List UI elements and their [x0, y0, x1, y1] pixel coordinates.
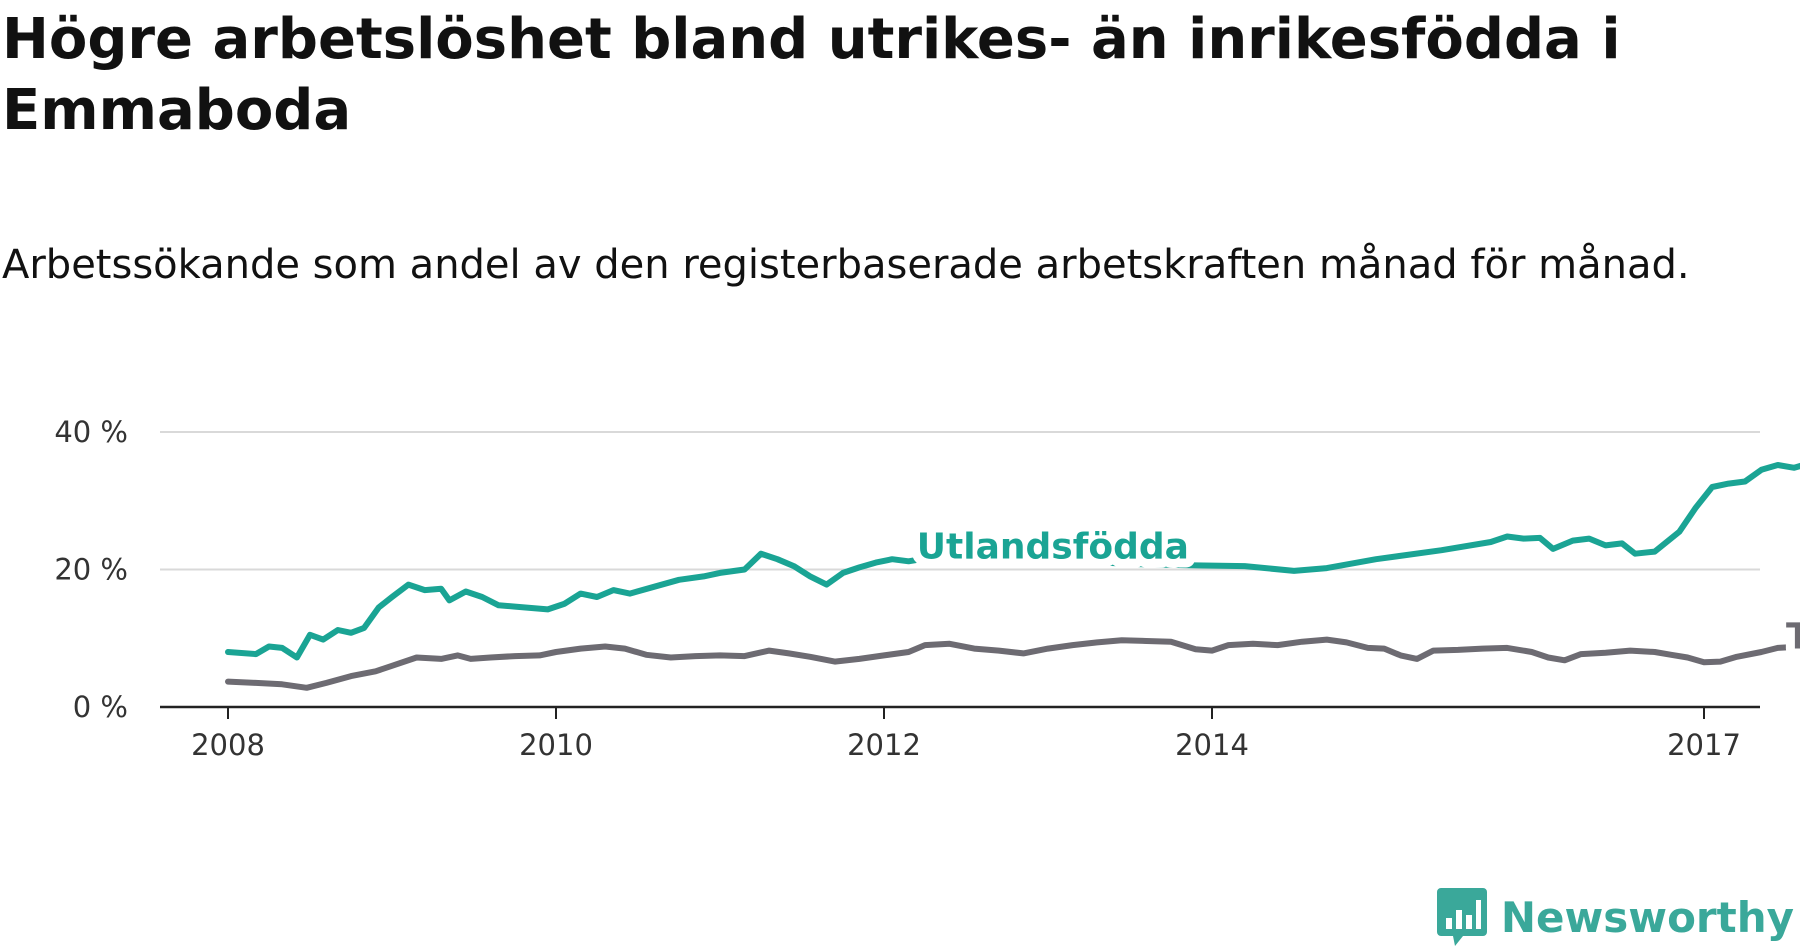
series-label-total: Total arbetslöshet [1786, 617, 1800, 658]
series-line-utlandsfodda [225, 462, 1800, 661]
y-axis-ticks: 0 % 20 % 40 % [54, 415, 128, 724]
series-label-utlandsfodda: Utlandsfödda [917, 527, 1189, 568]
chart-title: Högre arbetslöshet bland utrikes- än inr… [2, 7, 1621, 143]
x-axis-ticks: 200820102012201420172019202120232025 [160, 705, 1760, 762]
chart-subtitle: Arbetssökande som andel av den registerb… [2, 242, 1690, 288]
y-tick-label-40: 40 % [54, 415, 128, 449]
x-tick-label-2017: 2017 [1667, 728, 1741, 762]
series-label-halo-utlandsfodda: Utlandsfödda [917, 527, 1189, 568]
newsworthy-logo-icon [1436, 888, 1487, 946]
y-tick-label-20: 20 % [54, 553, 128, 587]
line-chart: 0 %20 %40 % 2008201020122014201720192021… [54, 415, 1800, 762]
x-tick-label-2012: 2012 [847, 728, 921, 762]
series-line-total [225, 636, 1800, 691]
y-tick-label-0: 0 % [73, 690, 128, 724]
x-tick-label-2014: 2014 [1175, 728, 1249, 762]
x-tick-label-2010: 2010 [519, 728, 593, 762]
series-lines [225, 462, 1800, 691]
grid-lines [160, 431, 1760, 571]
brand-name: Newsworthy [1500, 892, 1794, 942]
series-labels: 17,6 %UtlandsföddaUtlandsfödda7,6 %Total… [908, 518, 1800, 667]
x-tick-label-2008: 2008 [191, 728, 265, 762]
newsworthy-logo: Newsworthy [1436, 888, 1794, 946]
